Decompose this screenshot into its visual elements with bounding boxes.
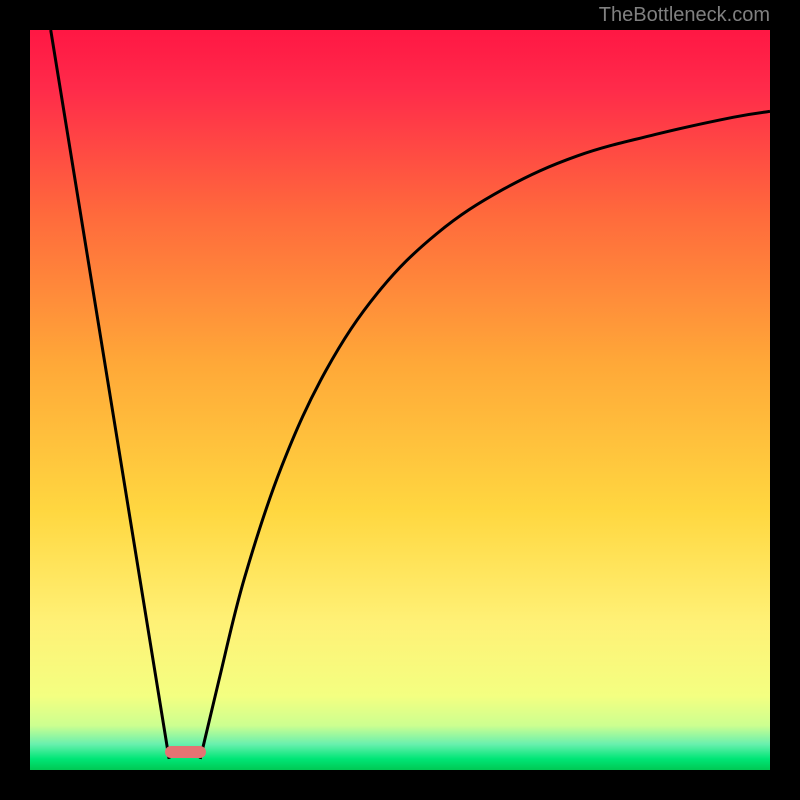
optimal-marker bbox=[165, 746, 206, 758]
plot-area bbox=[30, 30, 770, 770]
watermark-label: TheBottleneck.com bbox=[599, 4, 770, 27]
bottleneck-curve bbox=[30, 30, 770, 770]
